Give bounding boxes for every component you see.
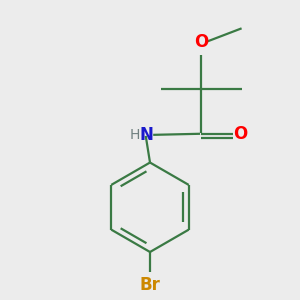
Text: O: O (194, 33, 208, 51)
Text: N: N (140, 126, 154, 144)
Text: H: H (130, 128, 140, 142)
Text: O: O (233, 125, 248, 143)
Text: Br: Br (140, 277, 160, 295)
